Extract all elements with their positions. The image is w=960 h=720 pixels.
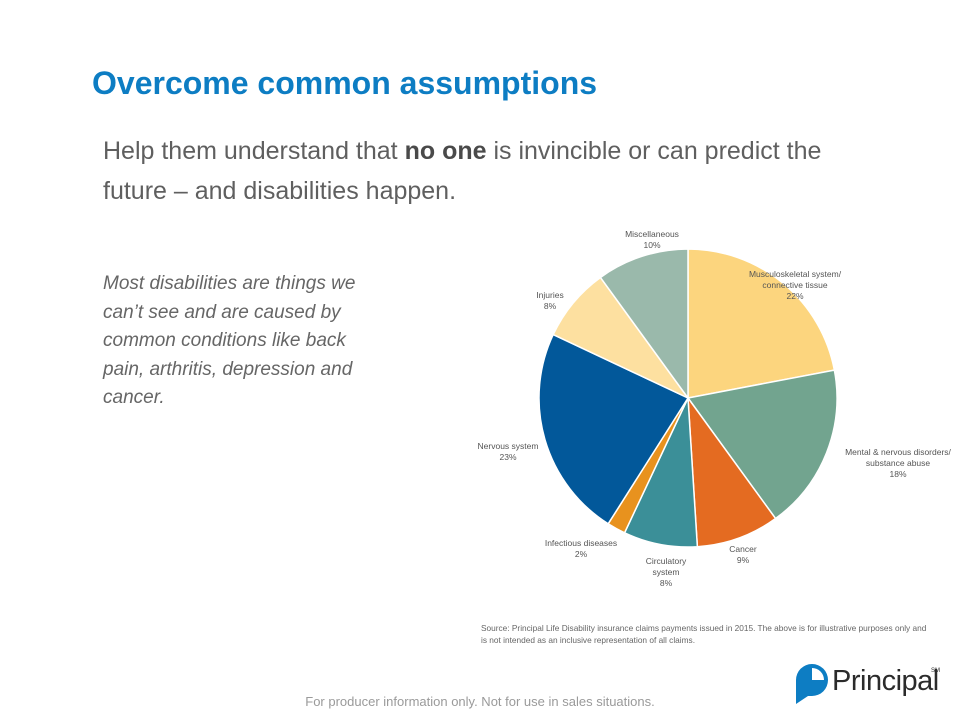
slice-label-line: Circulatory bbox=[646, 556, 687, 566]
pie-chart: Musculoskeletal system/connective tissue… bbox=[478, 229, 952, 588]
slice-label-line: Mental & nervous disorders/ bbox=[845, 447, 951, 457]
slice-label-line: 2% bbox=[575, 549, 588, 559]
slice-label-line: 22% bbox=[786, 291, 803, 301]
slice-label-line: Cancer bbox=[729, 544, 757, 554]
slice-label: Nervous system 23% bbox=[478, 441, 539, 462]
principal-logo: Principal SM bbox=[794, 660, 954, 704]
slice-label: Cancer 9% bbox=[729, 544, 757, 565]
slice-label-line: substance abuse bbox=[866, 458, 931, 468]
pie-slice bbox=[687, 248, 836, 399]
subtitle-text-start: Help them understand that bbox=[103, 137, 405, 165]
slide-title: Overcome common assumptions bbox=[92, 65, 598, 101]
slice-label-line: system bbox=[653, 567, 680, 577]
slice-label: Mental & nervous disorders/substance abu… bbox=[845, 447, 951, 479]
logo-service-mark: SM bbox=[931, 668, 940, 674]
slice-label-line: 10% bbox=[643, 240, 660, 250]
slice-label: Miscellaneous 10% bbox=[625, 229, 679, 250]
pie-slice bbox=[686, 369, 838, 520]
slice-label: Musculoskeletal system/connective tissue… bbox=[749, 269, 842, 301]
body-text: Most disabilities are things we can’t se… bbox=[103, 273, 356, 408]
slice-label-line: 8% bbox=[544, 301, 557, 311]
slice-label-line: Miscellaneous bbox=[625, 229, 679, 239]
slide-subtitle: Help them understand that no one is invi… bbox=[103, 131, 823, 211]
slice-label-line: Injuries bbox=[536, 290, 563, 300]
subtitle-text-end: is invincible or can predict the future … bbox=[103, 137, 822, 205]
slice-label: Infectious diseases 2% bbox=[545, 538, 617, 559]
slice-label-line: 9% bbox=[737, 555, 750, 565]
logo-wordmark: Principal bbox=[832, 665, 939, 697]
slice-label-line: Infectious diseases bbox=[545, 538, 617, 548]
slice-label-line: Musculoskeletal system/ bbox=[749, 269, 842, 279]
slice-label-line: 18% bbox=[889, 469, 906, 479]
slice-label-line: 23% bbox=[499, 452, 516, 462]
pie-slice bbox=[599, 248, 689, 401]
slice-label-line: Nervous system bbox=[478, 441, 539, 451]
pie-slice bbox=[687, 395, 777, 548]
principal-logo-icon bbox=[796, 664, 828, 704]
slice-label: Circulatory system 8% bbox=[646, 556, 687, 588]
pie-slice bbox=[538, 333, 690, 525]
subtitle-emphasis: no one bbox=[404, 137, 487, 165]
source-note: Source: Principal Life Disability insura… bbox=[481, 623, 927, 645]
footer-disclaimer: For producer information only. Not for u… bbox=[305, 694, 655, 709]
slice-label-line: 8% bbox=[660, 578, 673, 588]
slice-label: Injuries 8% bbox=[536, 290, 563, 311]
slice-label-line: connective tissue bbox=[762, 280, 827, 290]
